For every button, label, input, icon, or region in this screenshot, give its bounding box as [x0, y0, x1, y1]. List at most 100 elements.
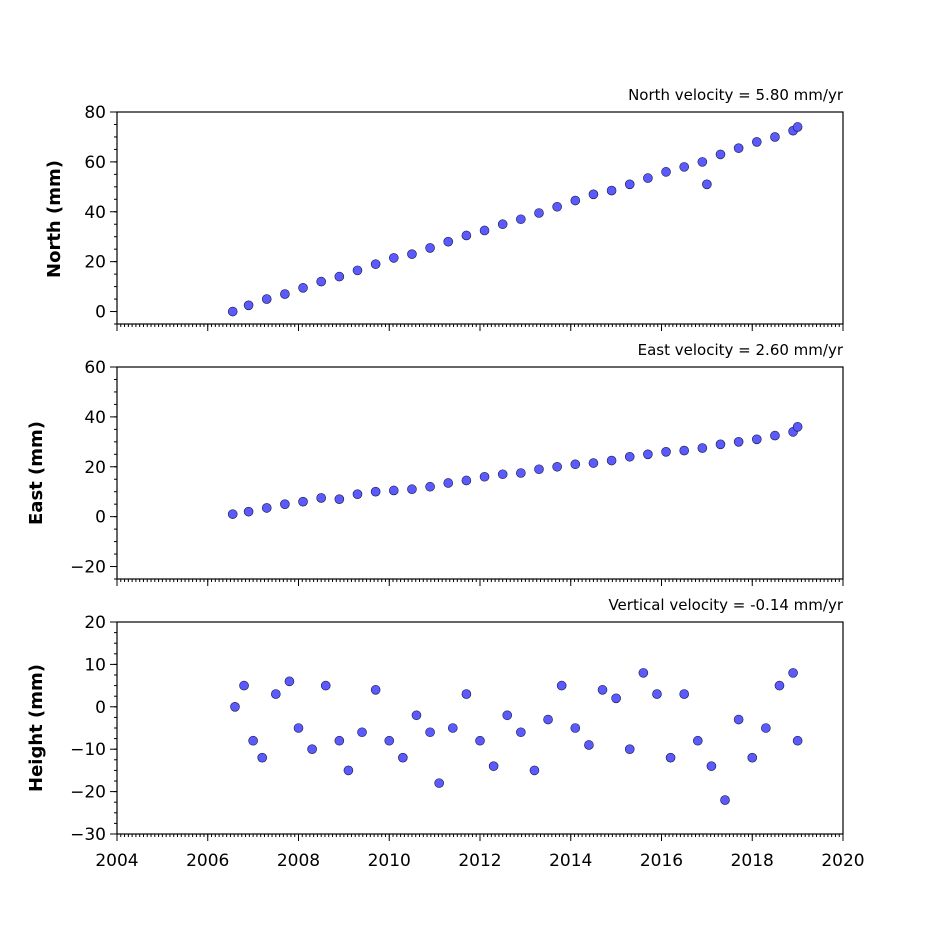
east-data-point [715, 439, 726, 450]
east-panel: East velocity = 2.60 mm/yr East (mm) −20… [26, 341, 844, 586]
height-data-point [652, 689, 662, 699]
north-data-point [702, 179, 712, 190]
height-x-tick-label: 2020 [821, 851, 864, 871]
north-data-point [715, 149, 726, 160]
north-data-point [534, 208, 544, 218]
height-data-point [343, 765, 354, 776]
north-data-point [792, 122, 803, 132]
height-data-point [679, 689, 689, 699]
height-data-point [425, 727, 435, 738]
height-data-point [248, 735, 258, 746]
east-data-point [388, 485, 399, 496]
north-data-point [479, 225, 490, 236]
height-data-point [284, 676, 295, 687]
east-axes-frame [116, 366, 844, 580]
height-data-point [665, 752, 676, 763]
east-data-point [243, 506, 254, 517]
north-data-point [733, 143, 744, 153]
north-data-point [570, 195, 581, 206]
east-data-point [443, 478, 454, 488]
north-data-point [425, 243, 435, 253]
height-data-point [461, 689, 472, 699]
east-data-point [497, 469, 508, 480]
height-data-point [733, 714, 744, 725]
east-data-point [624, 451, 635, 462]
height-data-point [239, 680, 249, 691]
east-data-point [606, 455, 617, 466]
north-y-tick-label: 0 [95, 303, 106, 323]
height-data-point [761, 723, 771, 733]
height-data-point [543, 714, 553, 725]
east-ylabel: East (mm) [26, 421, 47, 525]
north-data-point [697, 157, 708, 167]
north-y-tick-label: 60 [84, 153, 106, 173]
height-y-tick-label: 0 [95, 698, 106, 718]
north-data-point [370, 259, 381, 269]
height-data-point [434, 778, 444, 788]
height-data-point [706, 761, 717, 771]
north-data-point [643, 173, 653, 183]
east-data-point [280, 499, 290, 509]
height-data-point [447, 723, 458, 733]
height-data-point [307, 744, 317, 755]
north-data-point [497, 219, 508, 230]
height-data-point [230, 701, 240, 712]
north-data-point [588, 189, 599, 200]
height-data-point [529, 765, 540, 776]
height-data-point [488, 761, 499, 771]
east-data-point [697, 443, 708, 453]
east-data-point [334, 494, 345, 504]
east-data-point [588, 458, 599, 468]
height-y-tick-label: 20 [84, 613, 106, 633]
east-data-point [261, 503, 272, 513]
height-data-point [384, 735, 395, 746]
height-data-point [357, 727, 367, 738]
height-y-tick-label: 10 [84, 655, 106, 675]
height-data-point [747, 752, 758, 763]
height-data-point [774, 680, 785, 691]
height-x-tick-label: 2018 [731, 851, 774, 871]
north-data-point [770, 132, 780, 142]
north-data-point [352, 265, 363, 276]
east-data-point [227, 509, 238, 519]
height-data-point [271, 689, 281, 699]
east-y-tick-label: −20 [70, 558, 106, 578]
height-data-point [293, 723, 304, 733]
east-data-point [479, 471, 490, 482]
height-data-point [516, 727, 526, 738]
height-x-tick-label: 2014 [549, 851, 592, 871]
east-data-point [733, 437, 744, 447]
height-data-point [692, 735, 703, 746]
north-data-point [661, 167, 671, 177]
north-data-point [280, 289, 290, 299]
east-y-tick-label: 60 [84, 358, 106, 378]
east-data-point [298, 496, 308, 507]
east-data-point [751, 434, 762, 445]
height-data-point [792, 735, 803, 746]
north-data-point [624, 179, 635, 190]
east-data-point [552, 461, 562, 472]
east-data-point [316, 493, 326, 503]
height-data-point [257, 752, 268, 763]
height-data-point [584, 740, 594, 750]
north-data-point [261, 294, 272, 304]
height-data-point [475, 735, 485, 746]
height-data-point [720, 795, 730, 805]
height-y-tick-label: −30 [70, 825, 106, 845]
north-y-tick-label: 20 [84, 253, 106, 273]
height-axes-frame [116, 621, 844, 835]
height-x-tick-label: 2006 [186, 851, 229, 871]
east-data-point [679, 445, 689, 456]
east-data-point [516, 468, 526, 478]
height-panel: Vertical velocity = -0.14 mm/yr Height (… [26, 596, 865, 871]
height-data-point [570, 723, 581, 733]
north-axes-frame [116, 111, 844, 325]
north-data-point [552, 201, 562, 212]
north-data-point [243, 300, 254, 311]
north-data-point [298, 283, 308, 293]
north-title: North velocity = 5.80 mm/yr [628, 86, 844, 104]
east-data-point [570, 459, 581, 470]
height-data-point [788, 668, 798, 678]
east-data-point [407, 484, 417, 495]
